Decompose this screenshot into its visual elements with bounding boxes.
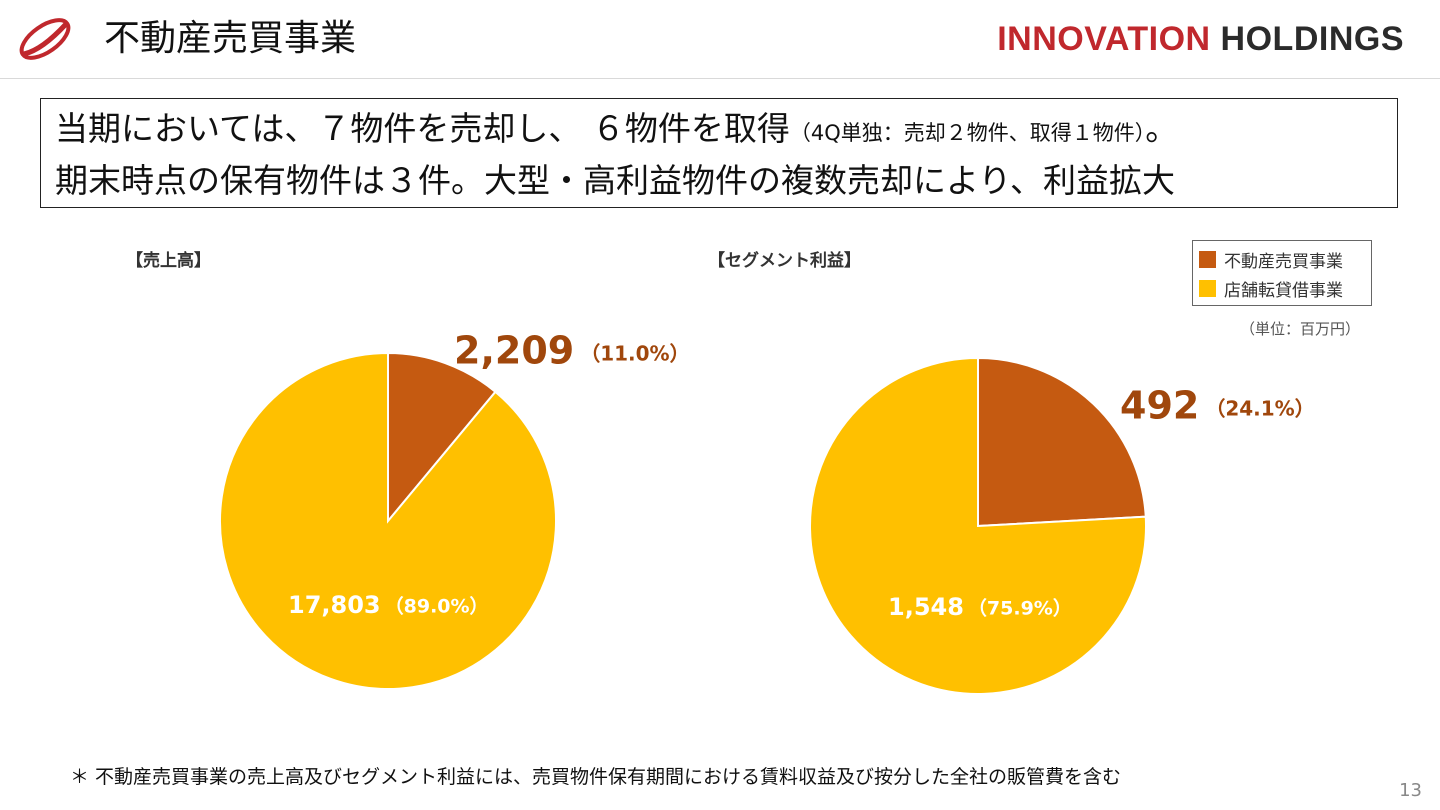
data-label-value-1-1: 1,548 bbox=[888, 593, 964, 621]
chart-title-sales: 【売上高】 bbox=[126, 251, 211, 271]
legend-item-store-sublease: 店舗転貸借事業 bbox=[1199, 274, 1365, 303]
data-label-value-0-1: 17,803 bbox=[288, 591, 381, 619]
data-label-pct-1-0: （24.1%） bbox=[1205, 397, 1314, 421]
unit-label: （単位：百万円） bbox=[1240, 320, 1361, 338]
data-label-pct-0-0: （11.0%） bbox=[580, 342, 689, 366]
footnote: ＊ 不動産売買事業の売上高及びセグメント利益には、売買物件保有期間における賃料収… bbox=[70, 766, 1122, 788]
chart-title-segment-profit: 【セグメント利益】 bbox=[708, 251, 861, 271]
legend-item-real-estate: 不動産売買事業 bbox=[1199, 245, 1365, 274]
summary-line-2: 期末時点の保有物件は３件。大型・高利益物件の複数売却により、利益拡大 bbox=[55, 161, 1176, 200]
summary-end: 。 bbox=[1145, 109, 1179, 148]
pie-slice-1-0 bbox=[977, 356, 1147, 528]
brand-holdings: HOLDINGS bbox=[1220, 20, 1404, 58]
page-title: 不動産売買事業 bbox=[104, 18, 357, 59]
legend: 不動産売買事業 店舗転貸借事業 bbox=[1192, 240, 1372, 306]
summary-line-1: 当期においては、７物件を売却し、 ６物件を取得（4Q単独：売却２物件、取得１物件… bbox=[55, 105, 1383, 157]
pie-slice-0-1 bbox=[219, 351, 557, 690]
data-label-value-0-0: 2,209 bbox=[454, 329, 574, 373]
summary-box: 当期においては、７物件を売却し、 ６物件を取得（4Q単独：売却２物件、取得１物件… bbox=[40, 98, 1398, 208]
data-label-value-1-0: 492 bbox=[1120, 384, 1199, 428]
data-label-pct-0-1: （89.0%） bbox=[385, 595, 489, 618]
summary-note: （4Q単独：売却２物件、取得１物件） bbox=[789, 121, 1146, 145]
brand-logo-text: INNOVATION HOLDINGS bbox=[997, 20, 1404, 59]
legend-swatch bbox=[1199, 280, 1216, 297]
summary-main: 当期においては、７物件を売却し、 ６物件を取得 bbox=[55, 109, 790, 148]
header: 不動産売買事業 INNOVATION HOLDINGS bbox=[0, 0, 1440, 79]
page-number: 13 bbox=[1399, 780, 1422, 801]
brand-innovation: INNOVATION bbox=[997, 20, 1211, 58]
pie-slice-1-1 bbox=[809, 356, 1147, 695]
legend-swatch bbox=[1199, 251, 1216, 268]
legend-label: 不動産売買事業 bbox=[1224, 252, 1343, 272]
data-label-pct-1-1: （75.9%） bbox=[968, 597, 1072, 620]
pie-slice-0-0 bbox=[387, 351, 497, 524]
legend-label: 店舗転貸借事業 bbox=[1224, 281, 1343, 301]
swoosh-ellipse-logo bbox=[19, 18, 71, 60]
